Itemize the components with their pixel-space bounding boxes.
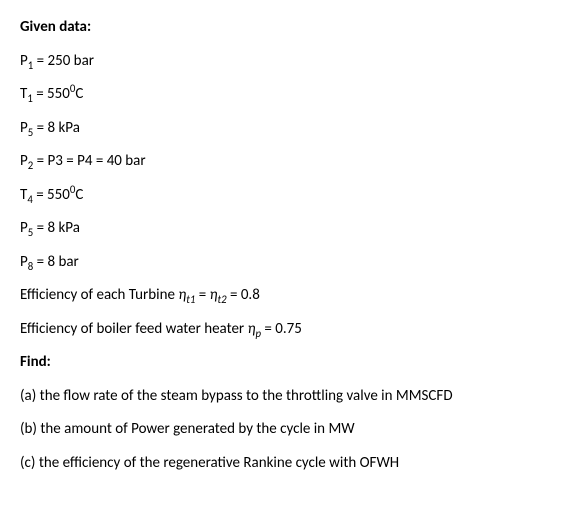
question-a: (a) the flow rate of the steam bypass to… (20, 387, 550, 407)
sym-p1: P (20, 52, 28, 70)
line-t4: T4 = 5500C (20, 186, 550, 206)
rest-p5b: = 8 kPa (33, 219, 80, 237)
line-p5a: P5 = 8 kPa (20, 119, 550, 139)
eq-t4: = 550 (33, 186, 70, 204)
unit-t1: C (75, 85, 83, 103)
rest-p8: = 8 bar (33, 253, 79, 271)
sub-eta-t1: t1 (186, 293, 195, 306)
line-p5b: P5 = 8 kPa (20, 219, 550, 239)
sym-p2: P (20, 152, 28, 170)
rest-p5a: = 8 kPa (33, 119, 80, 137)
line-p1: P1 = 250 bar (20, 52, 550, 72)
eff-p-pre: Efficiency of boiler feed water heater (20, 320, 248, 338)
question-c: (c) the efficiency of the regenerative R… (20, 454, 550, 474)
eq-t1: = 550 (33, 85, 70, 103)
eff-t-mid: = (195, 286, 209, 304)
rest-p1: = 250 bar (33, 52, 94, 70)
heading-find: Find: (20, 353, 550, 373)
eff-t-post: = 0.8 (227, 286, 260, 304)
line-eff-turbine: Efficiency of each Turbine ηt1 = ηt2 = 0… (20, 286, 550, 306)
rest-p234: = P3 = P4 = 40 bar (33, 152, 145, 170)
unit-t4: C (75, 186, 83, 204)
line-t1: T1 = 5500C (20, 85, 550, 105)
eff-p-post: = 0.75 (261, 320, 302, 338)
sym-p8: P (20, 253, 28, 271)
line-eff-pump: Efficiency of boiler feed water heater η… (20, 320, 550, 340)
line-p234: P2 = P3 = P4 = 40 bar (20, 152, 550, 172)
sub-eta-t2: t2 (217, 293, 226, 306)
sym-p5b: P (20, 219, 28, 237)
question-b: (b) the amount of Power generated by the… (20, 420, 550, 440)
line-p8: P8 = 8 bar (20, 253, 550, 273)
heading-given-data: Given data: (20, 18, 550, 38)
eff-t-pre: Efficiency of each Turbine (20, 286, 178, 304)
sym-p5a: P (20, 119, 28, 137)
